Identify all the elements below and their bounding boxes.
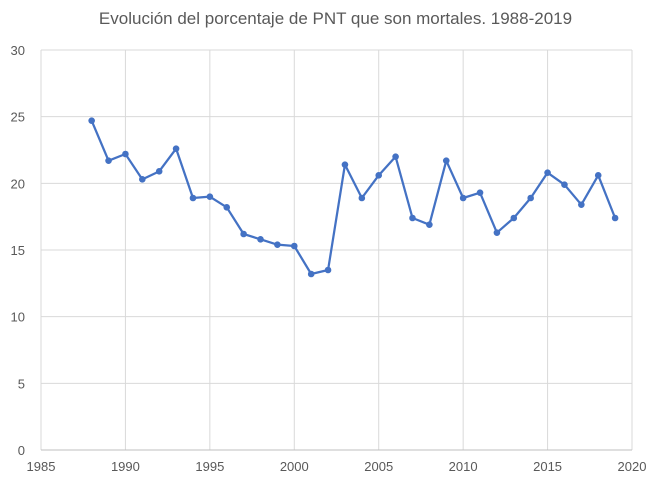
data-point-1990 (122, 150, 129, 158)
data-points (88, 117, 619, 278)
data-point-1989 (105, 157, 112, 164)
y-tick-label-10: 10 (11, 310, 25, 325)
data-point-2009 (442, 157, 450, 164)
x-tick-label-1995: 1995 (195, 459, 224, 474)
data-point-2004 (358, 194, 366, 202)
data-point-2019 (611, 214, 619, 222)
y-tick-label-15: 15 (11, 243, 25, 258)
data-point-2001 (307, 270, 315, 278)
x-tick-label-2010: 2010 (449, 459, 478, 474)
gridlines (40, 49, 633, 450)
data-point-2010 (459, 194, 467, 202)
data-point-2012 (493, 229, 501, 236)
x-tick-label-1985: 1985 (27, 459, 56, 474)
data-point-2016 (561, 181, 568, 188)
y-tick-label-0: 0 (18, 443, 25, 458)
y-tick-label-5: 5 (18, 376, 25, 391)
data-point-2006 (392, 153, 399, 160)
data-point-2015 (544, 169, 551, 176)
data-point-2008 (426, 221, 433, 228)
data-point-2011 (476, 189, 484, 196)
axes: 1985 1990 1995 2000 2005 2010 2015 2020 0 5 10 15 20… (11, 43, 647, 474)
x-tick-label-2020: 2020 (618, 459, 647, 474)
data-point-2005 (375, 172, 383, 179)
data-point-2013 (510, 214, 518, 222)
data-point-2003 (341, 161, 349, 168)
x-tick-label-2005: 2005 (364, 459, 393, 474)
series-line-0 (90, 119, 617, 276)
data-point-2017 (578, 201, 585, 208)
x-tick-label-2000: 2000 (280, 459, 309, 474)
data-point-1997 (240, 230, 247, 238)
x-tick-label-2015: 2015 (533, 459, 562, 474)
data-point-1995 (206, 193, 214, 200)
data-point-2000 (290, 242, 298, 250)
data-point-2002 (324, 266, 332, 274)
data-point-1994 (189, 194, 197, 202)
data-point-1992 (155, 168, 163, 175)
data-point-1996 (223, 204, 231, 211)
data-point-1999 (274, 241, 281, 248)
data-point-2014 (527, 194, 534, 202)
data-point-1998 (257, 236, 264, 243)
data-point-1991 (139, 176, 146, 183)
x-tick-label-1990: 1990 (111, 459, 140, 474)
data-point-2018 (594, 172, 602, 179)
chart-title: Evolución del porcentaje de PNT que son … (98, 9, 573, 28)
series-line-group (90, 119, 617, 276)
y-tick-label-25: 25 (11, 110, 25, 125)
data-point-2007 (409, 214, 416, 222)
y-tick-label-30: 30 (11, 43, 25, 58)
data-point-1993 (172, 145, 180, 152)
data-point-1988 (88, 117, 95, 124)
y-tick-label-20: 20 (11, 176, 25, 191)
